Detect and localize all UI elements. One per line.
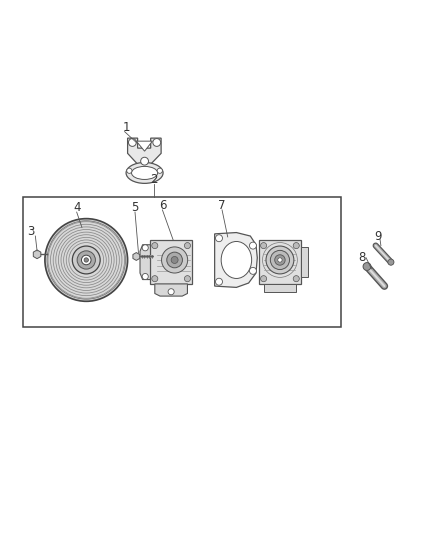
Circle shape — [293, 243, 299, 249]
Circle shape — [153, 139, 161, 147]
Circle shape — [278, 258, 282, 262]
Text: 3: 3 — [27, 225, 35, 238]
Circle shape — [45, 219, 127, 301]
Polygon shape — [136, 141, 152, 151]
Text: 9: 9 — [374, 230, 381, 243]
Text: 2: 2 — [150, 173, 158, 186]
Polygon shape — [264, 284, 296, 292]
Circle shape — [168, 289, 174, 295]
Polygon shape — [155, 284, 187, 296]
Circle shape — [127, 168, 132, 173]
Ellipse shape — [221, 241, 252, 278]
Polygon shape — [140, 245, 150, 279]
Circle shape — [152, 243, 158, 249]
Text: 8: 8 — [358, 251, 365, 264]
Text: 7: 7 — [218, 199, 226, 212]
Circle shape — [250, 242, 256, 249]
Text: 1: 1 — [123, 121, 131, 134]
Circle shape — [77, 251, 95, 269]
Circle shape — [171, 256, 178, 263]
Circle shape — [215, 278, 223, 285]
Circle shape — [250, 268, 256, 274]
Circle shape — [47, 221, 125, 299]
Polygon shape — [259, 240, 300, 284]
Circle shape — [142, 245, 148, 251]
Circle shape — [184, 243, 191, 249]
Polygon shape — [150, 240, 192, 284]
Text: 4: 4 — [73, 201, 81, 214]
Circle shape — [261, 243, 267, 249]
Circle shape — [84, 258, 88, 262]
Circle shape — [363, 263, 371, 270]
Circle shape — [261, 276, 267, 282]
Polygon shape — [133, 253, 140, 261]
Ellipse shape — [126, 163, 163, 183]
Circle shape — [167, 252, 183, 268]
Text: 6: 6 — [159, 199, 166, 212]
Bar — [23, 197, 341, 327]
Circle shape — [152, 276, 158, 282]
Text: 5: 5 — [131, 201, 139, 214]
Circle shape — [215, 235, 223, 241]
Circle shape — [270, 251, 290, 270]
Circle shape — [162, 247, 187, 273]
Polygon shape — [300, 247, 307, 277]
Polygon shape — [127, 138, 161, 164]
Circle shape — [266, 246, 294, 274]
Circle shape — [81, 255, 91, 265]
Circle shape — [142, 273, 148, 279]
Circle shape — [157, 168, 162, 173]
Circle shape — [128, 139, 136, 147]
Polygon shape — [33, 250, 41, 259]
Circle shape — [388, 259, 394, 265]
Circle shape — [275, 255, 285, 265]
Circle shape — [141, 157, 148, 165]
Circle shape — [72, 246, 100, 274]
Circle shape — [293, 276, 299, 282]
Circle shape — [184, 276, 191, 282]
Polygon shape — [215, 232, 257, 287]
Ellipse shape — [131, 166, 158, 180]
